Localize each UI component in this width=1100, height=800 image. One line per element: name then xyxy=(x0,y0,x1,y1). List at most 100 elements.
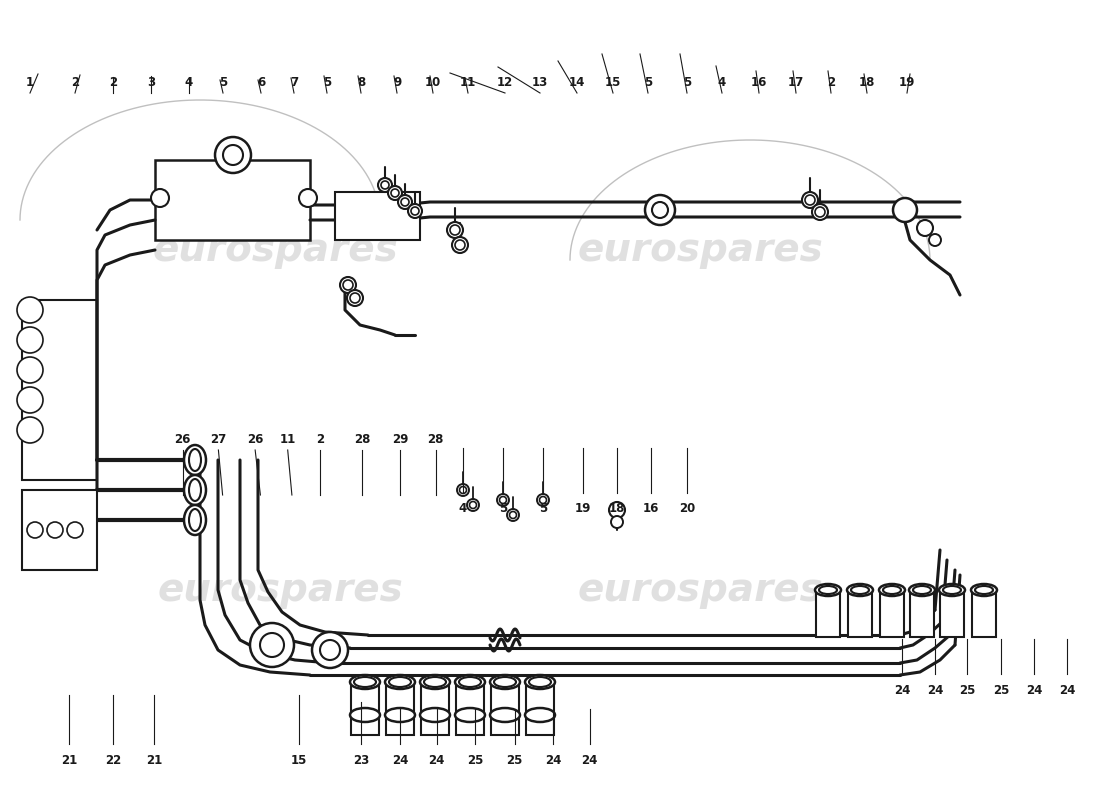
Circle shape xyxy=(343,280,353,290)
Circle shape xyxy=(312,632,348,668)
Text: 25: 25 xyxy=(959,684,975,697)
Text: 11: 11 xyxy=(279,433,296,446)
Text: 19: 19 xyxy=(575,502,591,515)
Text: 13: 13 xyxy=(532,76,548,89)
Text: 24: 24 xyxy=(1059,684,1075,697)
Bar xyxy=(880,592,904,637)
Text: 29: 29 xyxy=(392,433,408,446)
Ellipse shape xyxy=(354,677,376,687)
Text: 5: 5 xyxy=(323,76,331,89)
Circle shape xyxy=(260,633,284,657)
Bar xyxy=(491,680,519,735)
Ellipse shape xyxy=(459,677,481,687)
Text: eurospares: eurospares xyxy=(157,571,403,609)
Ellipse shape xyxy=(909,584,935,596)
Bar xyxy=(22,490,97,570)
Text: 2: 2 xyxy=(827,76,835,89)
Ellipse shape xyxy=(529,677,551,687)
Ellipse shape xyxy=(490,708,520,722)
Circle shape xyxy=(815,207,825,217)
Ellipse shape xyxy=(525,708,556,722)
Ellipse shape xyxy=(847,584,873,596)
Circle shape xyxy=(509,511,517,518)
Circle shape xyxy=(537,494,549,506)
Text: 17: 17 xyxy=(788,76,804,89)
Text: 19: 19 xyxy=(899,76,915,89)
Bar xyxy=(848,592,872,637)
Ellipse shape xyxy=(424,677,446,687)
Circle shape xyxy=(16,357,43,383)
Circle shape xyxy=(67,522,82,538)
Circle shape xyxy=(390,189,399,197)
Circle shape xyxy=(402,198,409,206)
Text: 5: 5 xyxy=(499,502,507,515)
Text: 21: 21 xyxy=(62,754,77,767)
Text: 5: 5 xyxy=(539,502,547,515)
Text: 24: 24 xyxy=(546,754,561,767)
Ellipse shape xyxy=(525,675,556,689)
Ellipse shape xyxy=(350,708,380,722)
Circle shape xyxy=(930,234,940,246)
Ellipse shape xyxy=(385,675,415,689)
Text: 24: 24 xyxy=(393,754,408,767)
Text: 24: 24 xyxy=(429,754,444,767)
Ellipse shape xyxy=(939,584,965,596)
Text: 18: 18 xyxy=(859,76,876,89)
Circle shape xyxy=(16,417,43,443)
Circle shape xyxy=(408,204,422,218)
Text: 20: 20 xyxy=(679,502,695,515)
Text: 4: 4 xyxy=(185,76,194,89)
Circle shape xyxy=(381,181,389,189)
Text: 4: 4 xyxy=(718,76,726,89)
Text: 25: 25 xyxy=(468,754,483,767)
Circle shape xyxy=(447,222,463,238)
Text: eurospares: eurospares xyxy=(578,231,823,269)
Bar xyxy=(456,680,484,735)
Circle shape xyxy=(456,484,469,496)
Ellipse shape xyxy=(184,505,206,535)
Circle shape xyxy=(16,327,43,353)
Text: eurospares: eurospares xyxy=(578,571,823,609)
Text: 25: 25 xyxy=(507,754,522,767)
Ellipse shape xyxy=(385,708,415,722)
Text: 4: 4 xyxy=(459,502,468,515)
Bar xyxy=(421,680,449,735)
Circle shape xyxy=(468,499,478,511)
Text: 28: 28 xyxy=(354,433,371,446)
Circle shape xyxy=(645,195,675,225)
Bar xyxy=(386,680,414,735)
Text: 23: 23 xyxy=(353,754,369,767)
Circle shape xyxy=(223,145,243,165)
Text: 5: 5 xyxy=(683,76,691,89)
Bar xyxy=(155,160,310,240)
Ellipse shape xyxy=(189,479,201,501)
Circle shape xyxy=(450,225,460,235)
Circle shape xyxy=(499,497,506,503)
Text: 12: 12 xyxy=(497,76,513,89)
Text: 2: 2 xyxy=(316,433,324,446)
Text: 24: 24 xyxy=(582,754,597,767)
Ellipse shape xyxy=(494,677,516,687)
Circle shape xyxy=(917,220,933,236)
Circle shape xyxy=(378,178,392,192)
Circle shape xyxy=(398,195,412,209)
Text: eurospares: eurospares xyxy=(152,231,398,269)
Text: 6: 6 xyxy=(257,76,265,89)
Text: 15: 15 xyxy=(292,754,307,767)
Text: 3: 3 xyxy=(147,76,155,89)
Circle shape xyxy=(652,202,668,218)
Circle shape xyxy=(539,497,547,503)
Text: 27: 27 xyxy=(210,433,227,446)
Circle shape xyxy=(470,502,476,509)
Bar xyxy=(816,592,840,637)
Text: 2: 2 xyxy=(109,76,117,89)
Circle shape xyxy=(460,486,466,494)
Ellipse shape xyxy=(883,586,901,594)
Ellipse shape xyxy=(420,708,450,722)
Ellipse shape xyxy=(455,675,485,689)
Circle shape xyxy=(47,522,63,538)
Circle shape xyxy=(299,189,317,207)
Text: 2: 2 xyxy=(70,76,79,89)
Circle shape xyxy=(16,297,43,323)
Ellipse shape xyxy=(184,475,206,505)
